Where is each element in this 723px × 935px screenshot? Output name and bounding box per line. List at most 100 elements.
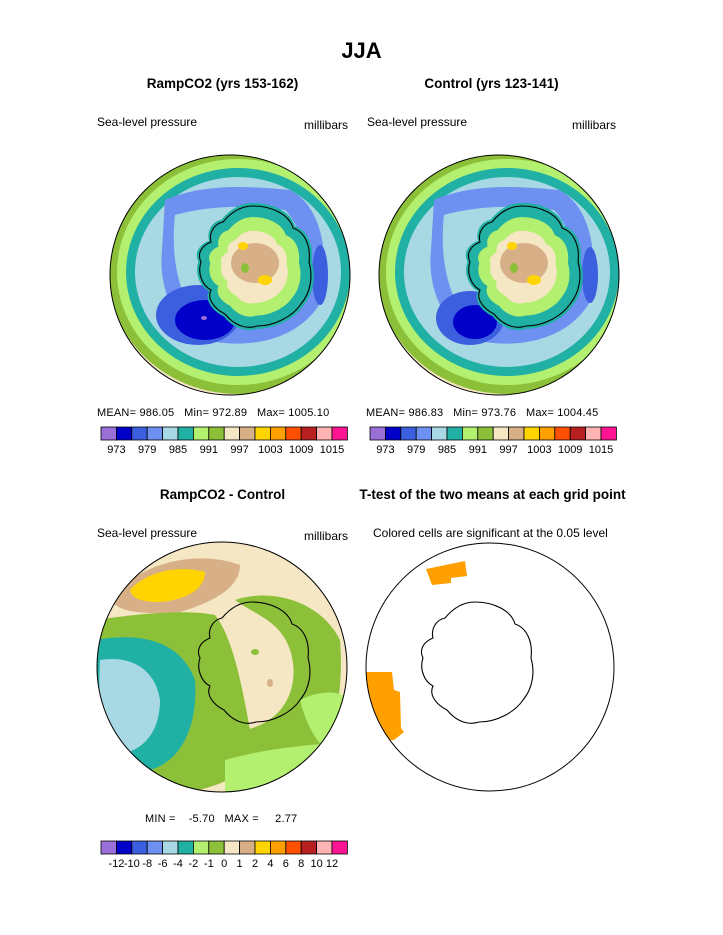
panel-title-rampco2: RampCO2 (yrs 153-162) — [146, 76, 299, 91]
stats-rampco2: MEAN= 986.05 Min= 972.89 Max= 1005.10 — [97, 407, 329, 419]
colorbar-swatch — [146, 840, 163, 855]
colorbar-swatch — [523, 426, 540, 441]
colorbar-label: 1003 — [258, 444, 282, 456]
max-label: Max= — [256, 407, 285, 419]
mean-value: 986.05 — [139, 407, 175, 419]
units-label-difference: millibars — [304, 529, 349, 543]
mean-label: MEAN= — [366, 407, 406, 419]
colorbar-swatch — [285, 426, 302, 441]
colorbar-swatch — [162, 426, 179, 441]
min-label: Min= — [453, 407, 479, 419]
variable-label-control: Sea-level pressure — [367, 115, 468, 129]
colorbar-swatch — [116, 426, 133, 441]
colorbar-label: -2 — [189, 858, 199, 870]
panel-title-difference: RampCO2 - Control — [159, 487, 286, 502]
colorbar-label: 979 — [407, 444, 425, 456]
low-cell-east — [582, 247, 598, 303]
stats-control: MEAN= 986.83 Min= 973.76 Max= 1004.45 — [366, 407, 598, 419]
colorbar-label: 10 — [310, 858, 322, 870]
min-value: 972.89 — [212, 407, 248, 419]
colorbar-swatch — [300, 426, 318, 441]
colorbar-label: 997 — [499, 444, 517, 456]
colorbar-swatch — [146, 426, 163, 441]
units-label-control: millibars — [572, 118, 617, 132]
figure-title: JJA — [341, 38, 382, 63]
colorbar-swatch — [461, 426, 479, 441]
colorbar-label: 0 — [221, 858, 227, 870]
colorbar-swatch — [208, 426, 225, 441]
min-value: 973.76 — [481, 407, 517, 419]
colorbar-swatch — [539, 426, 556, 441]
colorbar-swatch — [384, 426, 402, 441]
colorbar-label: 1 — [237, 858, 243, 870]
map-border-difference — [96, 541, 348, 793]
colorbar-swatch — [269, 840, 287, 855]
map-border-rampco2 — [109, 154, 351, 396]
colorbar-swatch — [131, 426, 148, 441]
colorbar-swatch — [254, 840, 271, 855]
colorbar-swatch — [400, 426, 417, 441]
min-value: -5.70 — [188, 813, 215, 825]
colorbar-label: 2 — [252, 858, 258, 870]
colorbar-swatch — [100, 426, 117, 441]
colorbar-swatch — [162, 840, 179, 855]
colorbar-swatch — [177, 426, 194, 441]
high-pressure-edge — [379, 200, 380, 360]
colorbar-difference: -12 -10 -8 -6 -4 -2 -1 0 1 2 4 6 8 10 12 — [100, 840, 348, 870]
max-label: Max= — [525, 407, 554, 419]
colorbar-label: 8 — [298, 858, 304, 870]
mean-value: 986.83 — [408, 407, 444, 419]
colorbar-swatch — [100, 840, 117, 855]
colorbar-swatch — [300, 840, 318, 855]
low-cell-east — [312, 245, 328, 305]
panel-title-control: Control (yrs 123-141) — [424, 76, 559, 91]
colorbar-label: 1009 — [558, 444, 582, 456]
mean-label: MEAN= — [97, 407, 137, 419]
colorbar-swatch — [131, 840, 148, 855]
positive-anomaly-max — [130, 569, 205, 602]
colorbar-swatch — [254, 426, 271, 441]
colorbar-label: -4 — [173, 858, 183, 870]
max-label: MAX = — [224, 813, 259, 825]
colorbar-swatch — [239, 426, 256, 441]
colorbar-swatch — [269, 426, 287, 441]
colorbar-label: 973 — [376, 444, 394, 456]
colorbar-label: 979 — [138, 444, 156, 456]
max-value: 1004.45 — [557, 407, 599, 419]
colorbar-swatch — [239, 840, 256, 855]
colorbar-label: 991 — [200, 444, 218, 456]
colorbar-swatch — [192, 426, 210, 441]
colorbar-label: 1015 — [589, 444, 613, 456]
variable-label-difference: Sea-level pressure — [97, 526, 198, 540]
colorbar-label: -10 — [124, 858, 140, 870]
colorbar-rampco2: 973 979 985 991 997 1003 1009 1015 — [100, 426, 348, 456]
min-label: MIN = — [145, 813, 176, 825]
colorbar-swatch — [446, 426, 463, 441]
colorbar-swatch — [508, 426, 525, 441]
map-border-control — [378, 154, 620, 396]
map-border-ttest — [365, 542, 615, 792]
colorbar-label: -1 — [204, 858, 214, 870]
map-control — [379, 155, 619, 395]
variable-label-rampco2: Sea-level pressure — [97, 115, 198, 129]
colorbar-label: 991 — [469, 444, 487, 456]
colorbar-label: 1003 — [527, 444, 551, 456]
colorbar-control: 973 979 985 991 997 1003 1009 1015 — [369, 426, 617, 456]
colorbar-label: 985 — [438, 444, 456, 456]
colorbar-swatch — [316, 426, 333, 441]
colorbar-swatch — [116, 840, 133, 855]
colorbar-swatch — [331, 840, 348, 855]
stats-difference: MIN = -5.70 MAX = 2.77 — [145, 813, 297, 825]
colorbar-label: -6 — [158, 858, 168, 870]
colorbar-label: -12 — [108, 858, 124, 870]
colorbar-label: 973 — [107, 444, 125, 456]
colorbar-swatch — [415, 426, 433, 441]
significance-note: Colored cells are significant at the 0.0… — [373, 526, 608, 540]
colorbar-label: -8 — [142, 858, 152, 870]
colorbar-label: 1015 — [320, 444, 344, 456]
low-center — [453, 305, 497, 339]
colorbar-swatch — [223, 840, 240, 855]
map-difference — [97, 542, 347, 792]
min-label: Min= — [184, 407, 210, 419]
